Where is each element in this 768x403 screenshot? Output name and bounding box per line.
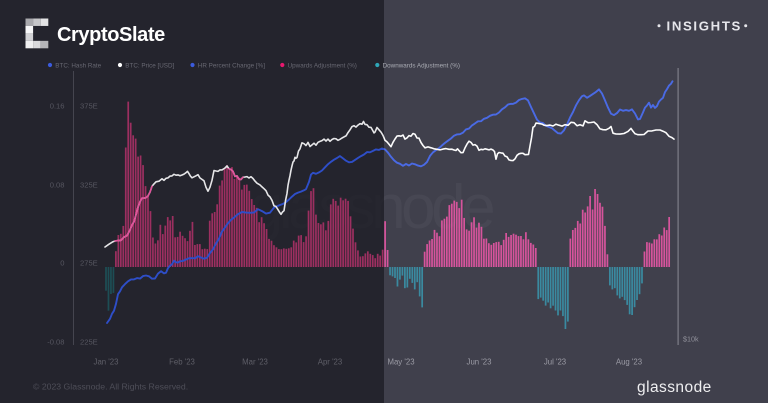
svg-text:INSIGHTS: INSIGHTS <box>667 19 742 34</box>
svg-text:0.08: 0.08 <box>50 181 65 190</box>
svg-text:Upwards Adjustment (%): Upwards Adjustment (%) <box>288 62 357 69</box>
svg-text:0: 0 <box>60 259 64 268</box>
svg-text:375E: 375E <box>80 102 98 111</box>
svg-text:Mar '23: Mar '23 <box>242 358 268 367</box>
svg-text:glassnode: glassnode <box>637 379 712 396</box>
svg-text:Aug '23: Aug '23 <box>616 358 642 367</box>
svg-text:Feb '23: Feb '23 <box>169 358 195 367</box>
svg-text:HR Percent Change [%]: HR Percent Change [%] <box>198 62 265 69</box>
svg-text:BTC: Price [USD]: BTC: Price [USD] <box>125 62 174 69</box>
svg-text:0.16: 0.16 <box>50 102 65 111</box>
svg-text:225E: 225E <box>80 338 98 347</box>
svg-text:May '23: May '23 <box>387 358 414 367</box>
svg-text:Apr '23: Apr '23 <box>318 358 342 367</box>
svg-text:Downwards Adjustment (%): Downwards Adjustment (%) <box>383 62 460 69</box>
svg-text:275E: 275E <box>80 259 98 268</box>
svg-text:Jan '23: Jan '23 <box>94 358 119 367</box>
svg-text:Jun '23: Jun '23 <box>467 358 492 367</box>
svg-text:CryptoSlate: CryptoSlate <box>57 24 165 46</box>
svg-text:325E: 325E <box>80 181 98 190</box>
svg-text:Jul '23: Jul '23 <box>544 358 566 367</box>
svg-text:$10k: $10k <box>683 335 699 344</box>
svg-text:BTC: Hash Rate: BTC: Hash Rate <box>55 62 101 69</box>
svg-text:© 2023 Glassnode. All Rights R: © 2023 Glassnode. All Rights Reserved. <box>33 382 188 392</box>
svg-text:-0.08: -0.08 <box>47 338 64 347</box>
